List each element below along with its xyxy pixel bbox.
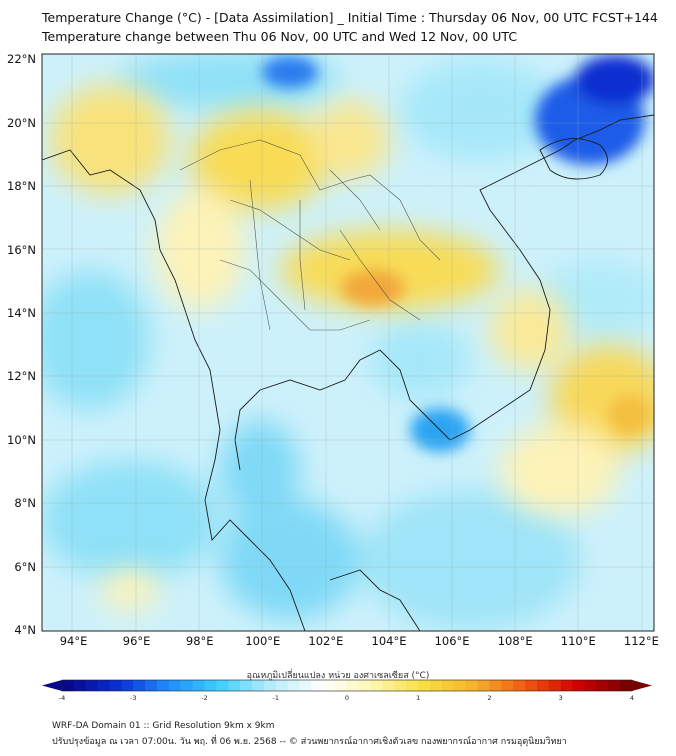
colorbar-segment bbox=[192, 680, 206, 691]
colorbar-outline bbox=[61, 679, 633, 692]
lat-label: 12°N bbox=[7, 369, 36, 384]
colorbar-segment bbox=[252, 680, 265, 691]
colorbar-tick-label: 4 bbox=[629, 694, 635, 702]
colorbar-segment bbox=[323, 680, 336, 691]
colorbar-segment bbox=[204, 680, 217, 691]
colorbar-segment bbox=[596, 680, 609, 691]
colorbar-tick-label: -2 bbox=[201, 694, 208, 702]
temperature-map bbox=[41, 53, 655, 692]
colorbar-segment bbox=[347, 680, 360, 691]
colorbar-tick-label: 0 bbox=[344, 694, 350, 702]
lon-label: 104°E bbox=[371, 634, 407, 648]
colorbar-segment bbox=[73, 680, 87, 691]
colorbar-segment bbox=[453, 680, 467, 691]
coastlines bbox=[42, 114, 654, 631]
footer-update-info: ปรับปรุงข้อมูล ณ เวลา 07:00น. วัน พฤ. ที… bbox=[52, 737, 567, 747]
lon-label: 110°E bbox=[560, 634, 596, 648]
colorbar-segment bbox=[263, 680, 277, 691]
colorbar-tick-label: 1 bbox=[416, 694, 421, 702]
lon-label: 112°E bbox=[623, 634, 659, 648]
admin-borders bbox=[179, 139, 441, 331]
colorbar-segment bbox=[145, 680, 158, 691]
lon-label: 100°E bbox=[245, 634, 281, 648]
lat-label: 22°N bbox=[7, 52, 36, 67]
colorbar-tick-label: -1 bbox=[272, 694, 279, 702]
lon-label: 102°E bbox=[308, 634, 344, 648]
colorbar-segment bbox=[299, 680, 312, 691]
colorbar-segment bbox=[168, 680, 182, 691]
colorbar-segment bbox=[358, 680, 372, 691]
colorbar-segment bbox=[620, 680, 633, 691]
footer-model-info: WRF-DA Domain 01 :: Grid Resolution 9km … bbox=[52, 721, 275, 731]
colorbar-segment bbox=[442, 680, 455, 691]
colorbar-segment bbox=[382, 680, 396, 691]
colorbar-segment bbox=[608, 680, 621, 691]
lon-label: 108°E bbox=[497, 634, 533, 648]
map-frame bbox=[41, 53, 655, 632]
colorbar-segment bbox=[513, 680, 526, 691]
lat-label: 6°N bbox=[14, 559, 36, 574]
colorbar-segment bbox=[418, 680, 431, 691]
graticule bbox=[42, 54, 654, 631]
colorbar-segment bbox=[477, 680, 491, 691]
colorbar-segment bbox=[287, 680, 301, 691]
colorbar-segment bbox=[501, 680, 514, 691]
colorbar-segment bbox=[133, 680, 146, 691]
lon-label: 94°E bbox=[59, 634, 88, 648]
colorbar-title: อุณหภูมิเปลี่ยนแปลง หน่วย องศาเซลเซียส (… bbox=[246, 671, 430, 681]
colorbar-tick-label: 3 bbox=[558, 694, 563, 702]
lon-label: 96°E bbox=[122, 634, 151, 648]
colorbar-tick-label: 2 bbox=[487, 694, 492, 702]
colorbar-segment bbox=[560, 680, 574, 691]
colorbar-segment bbox=[335, 680, 348, 691]
lon-label: 106°E bbox=[434, 634, 470, 648]
colorbar-segment bbox=[430, 680, 443, 691]
colorbar-segment bbox=[537, 680, 550, 691]
colorbar-tick-label: -4 bbox=[58, 694, 66, 702]
colorbar-max-extend bbox=[632, 680, 652, 691]
colorbar-segment bbox=[275, 680, 289, 691]
colorbar-segment bbox=[62, 680, 75, 691]
colorbar-segment bbox=[489, 680, 502, 691]
colorbar-segment bbox=[548, 680, 562, 691]
colorbar-segment bbox=[311, 680, 324, 691]
lat-label: 20°N bbox=[7, 115, 36, 130]
lon-label: 98°E bbox=[185, 634, 214, 648]
colorbar-segment bbox=[228, 680, 241, 691]
colorbar-tick-label: -3 bbox=[130, 694, 137, 702]
colorbar-segment bbox=[240, 680, 253, 691]
lat-label: 16°N bbox=[7, 242, 36, 257]
colorbar-segment bbox=[465, 680, 479, 691]
lat-label: 8°N bbox=[14, 496, 36, 511]
colorbar-min-extend bbox=[42, 680, 62, 691]
lat-label: 10°N bbox=[7, 432, 36, 447]
colorbar-segment bbox=[97, 680, 111, 691]
chart-title-line-2: Temperature change between Thu 06 Nov, 0… bbox=[42, 29, 518, 44]
lat-label: 4°N bbox=[14, 623, 36, 637]
colorbar-segment bbox=[109, 680, 122, 691]
colorbar-segment bbox=[394, 680, 407, 691]
colorbar-segment bbox=[370, 680, 384, 691]
colorbar-segment bbox=[216, 680, 229, 691]
colorbar-segment bbox=[85, 680, 99, 691]
colorbar-segment bbox=[121, 680, 134, 691]
lat-label: 18°N bbox=[7, 179, 36, 194]
colorbar-segment bbox=[572, 680, 586, 691]
colorbar-segment bbox=[157, 680, 170, 691]
colorbar-segment bbox=[584, 680, 597, 691]
chart-title-line-1: Temperature Change (°C) - [Data Assimila… bbox=[42, 10, 658, 25]
colorbar bbox=[42, 679, 652, 692]
colorbar-segment bbox=[180, 680, 194, 691]
lat-label: 14°N bbox=[7, 305, 36, 320]
colorbar-segment bbox=[525, 680, 538, 691]
colorbar-segment bbox=[406, 680, 419, 691]
